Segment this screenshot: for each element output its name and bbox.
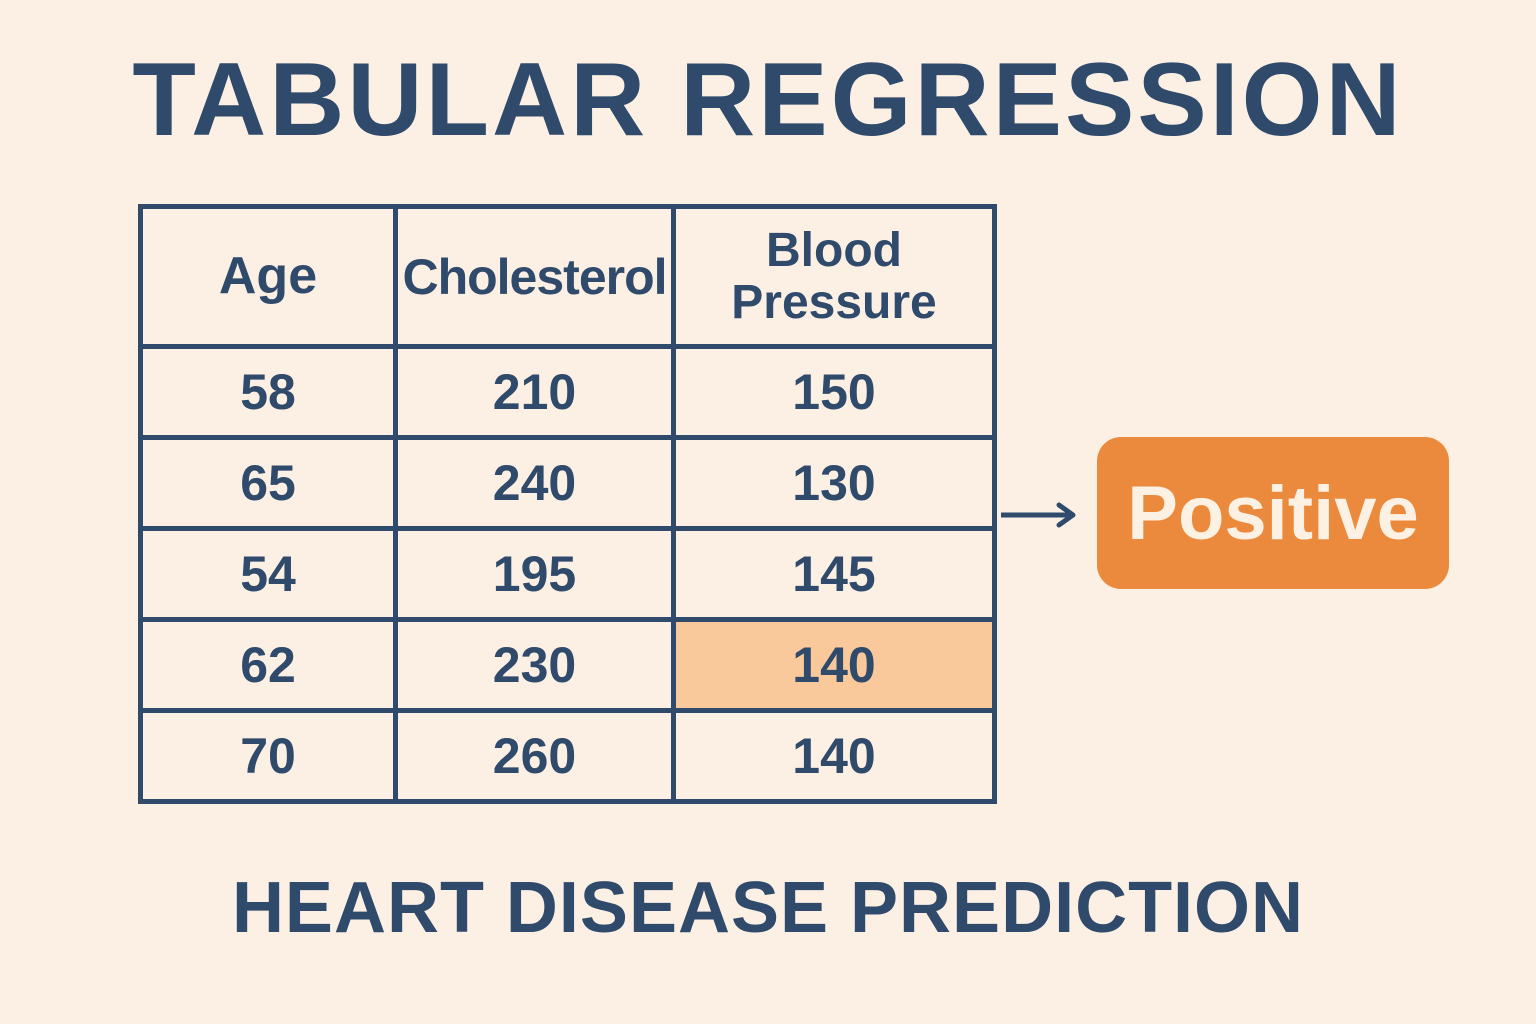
table-cell: 54 (138, 526, 398, 622)
table-cell: 230 (393, 617, 676, 713)
prediction-result-badge: Positive (1097, 437, 1449, 589)
table-cell: 145 (671, 526, 997, 622)
table-cell: 240 (393, 435, 676, 531)
table-row: 70 260 140 (138, 708, 997, 804)
table-cell: 70 (138, 708, 398, 804)
table-cell: 58 (138, 344, 398, 440)
table-cell: 195 (393, 526, 676, 622)
column-header-age: Age (138, 204, 398, 349)
table-cell: 62 (138, 617, 398, 713)
arrow-right-icon (1001, 502, 1076, 528)
column-header-cholesterol: Cholesterol (393, 204, 676, 349)
table-cell: 65 (138, 435, 398, 531)
table-cell: 210 (393, 344, 676, 440)
table-row: 54 195 145 (138, 526, 997, 622)
column-header-blood-pressure: Blood Pressure (671, 204, 997, 349)
table-cell: 150 (671, 344, 997, 440)
table-cell: 130 (671, 435, 997, 531)
table-cell: 260 (393, 708, 676, 804)
table-row: 58 210 150 (138, 344, 997, 440)
data-table: Age Cholesterol Blood Pressure 58 210 15… (138, 204, 997, 804)
table-row: 65 240 130 (138, 435, 997, 531)
table-cell: 140 (671, 708, 997, 804)
highlighted-cell: 140 (671, 617, 997, 713)
table-header-row: Age Cholesterol Blood Pressure (138, 204, 997, 349)
table-row: 62 230 140 (138, 617, 997, 713)
page-title: TABULAR REGRESSION (132, 42, 1404, 158)
page-subtitle: HEART DISEASE PREDICTION (231, 868, 1305, 948)
